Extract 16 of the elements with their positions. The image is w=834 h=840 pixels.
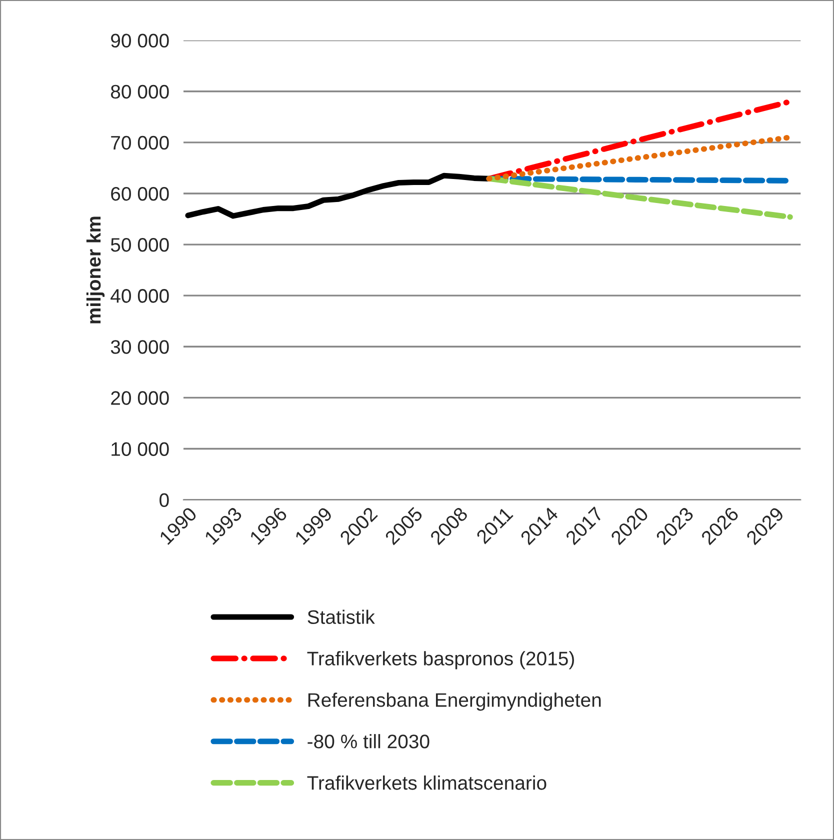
legend-label: Trafikverkets baspronos (2015) bbox=[307, 651, 574, 670]
y-tick-label: 20 000 bbox=[111, 391, 169, 405]
y-tick-label: 30 000 bbox=[110, 340, 169, 354]
legend-label: Trafikverkets klimatscenario bbox=[307, 776, 546, 790]
legend-label: -80 % till 2030 bbox=[308, 734, 430, 748]
y-tick-label: 80 000 bbox=[110, 84, 169, 99]
y-tick-label: 70 000 bbox=[111, 136, 169, 150]
y-tick-label: 60 000 bbox=[111, 186, 169, 201]
y-axis-title: miljoner km bbox=[86, 216, 105, 324]
legend-label: Statistik bbox=[308, 610, 375, 624]
y-tick-label: 90 000 bbox=[111, 34, 169, 48]
y-tick-label: 0 bbox=[160, 493, 169, 508]
y-tick-label: 40 000 bbox=[110, 289, 169, 303]
y-tick-label: 10 000 bbox=[112, 442, 169, 456]
y-tick-label: 50 000 bbox=[110, 238, 169, 252]
legend-label: Referensbana Energimyndigheten bbox=[308, 692, 601, 711]
